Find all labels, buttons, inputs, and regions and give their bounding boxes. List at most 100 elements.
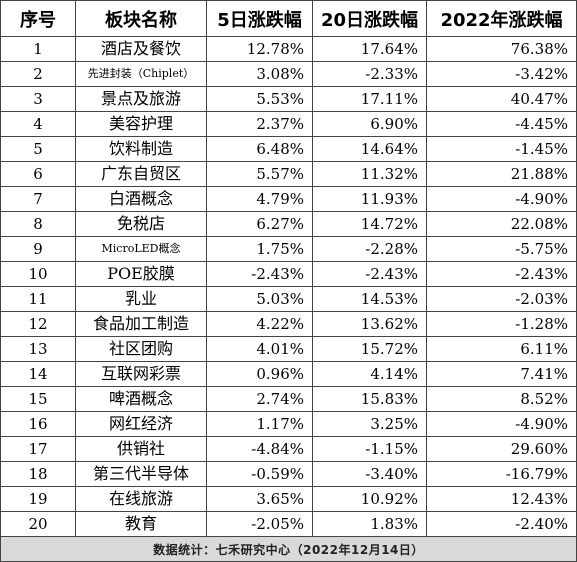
change-5day: 5.53% [206,86,313,112]
data-source-note: 数据统计：七禾研究中心（2022年12月14日） [0,536,577,562]
change-20day: 11.32% [312,161,427,187]
row-index: 15 [0,386,76,412]
table-row: 4 美容护理 2.37% 6.90% -4.45% [0,111,577,137]
change-2022: 22.08% [426,211,577,237]
sector-name: 先进封装（Chiplet） [75,61,207,87]
change-5day: 12.78% [206,36,313,62]
header-sector-name: 板块名称 [75,0,207,37]
sector-name: POE胶膜 [75,261,207,287]
change-2022: 29.60% [426,436,577,462]
row-index: 17 [0,436,76,462]
change-2022: -4.90% [426,411,577,437]
sector-name: 食品加工制造 [75,311,207,337]
header-2022-change: 2022年涨跌幅 [426,0,577,37]
change-5day: 4.22% [206,311,313,337]
row-index: 18 [0,461,76,487]
sector-name: 供销社 [75,436,207,462]
change-20day: 14.64% [312,136,427,162]
change-20day: 14.72% [312,211,427,237]
change-20day: 10.92% [312,486,427,512]
change-20day: -1.15% [312,436,427,462]
sector-name: 酒店及餐饮 [75,36,207,62]
row-index: 19 [0,486,76,512]
sector-name: 教育 [75,511,207,537]
table-row: 20 教育 -2.05% 1.83% -2.40% [0,511,577,537]
change-5day: 5.03% [206,286,313,312]
table-row: 17 供销社 -4.84% -1.15% 29.60% [0,436,577,462]
change-2022: -5.75% [426,236,577,262]
change-20day: 4.14% [312,361,427,387]
sector-name: 景点及旅游 [75,86,207,112]
table-row: 6 广东自贸区 5.57% 11.32% 21.88% [0,161,577,187]
change-2022: 12.43% [426,486,577,512]
sector-name: 美容护理 [75,111,207,137]
change-5day: -0.59% [206,461,313,487]
sector-name: 互联网彩票 [75,361,207,387]
sector-name: 白酒概念 [75,186,207,212]
change-5day: 1.75% [206,236,313,262]
sector-name: 社区团购 [75,336,207,362]
sector-name: 啤酒概念 [75,386,207,412]
change-20day: 6.90% [312,111,427,137]
change-2022: 6.11% [426,336,577,362]
row-index: 7 [0,186,76,212]
table-row: 7 白酒概念 4.79% 11.93% -4.90% [0,186,577,212]
change-5day: 3.65% [206,486,313,512]
change-20day: 3.25% [312,411,427,437]
change-5day: 1.17% [206,411,313,437]
sector-name: 第三代半导体 [75,461,207,487]
change-2022: 8.52% [426,386,577,412]
change-5day: 4.01% [206,336,313,362]
header-row: 序号 板块名称 5日涨跌幅 20日涨跌幅 2022年涨跌幅 [0,0,577,37]
sector-name: 广东自贸区 [75,161,207,187]
change-5day: 6.48% [206,136,313,162]
change-5day: 2.74% [206,386,313,412]
row-index: 8 [0,211,76,237]
change-2022: 21.88% [426,161,577,187]
table-row: 14 互联网彩票 0.96% 4.14% 7.41% [0,361,577,387]
change-2022: 40.47% [426,86,577,112]
row-index: 2 [0,61,76,87]
change-20day: 15.83% [312,386,427,412]
change-2022: 7.41% [426,361,577,387]
footer-row: 数据统计：七禾研究中心（2022年12月14日） [0,536,577,562]
row-index: 6 [0,161,76,187]
table-row: 18 第三代半导体 -0.59% -3.40% -16.79% [0,461,577,487]
change-2022: -4.90% [426,186,577,212]
row-index: 16 [0,411,76,437]
change-20day: 15.72% [312,336,427,362]
change-5day: 2.37% [206,111,313,137]
row-index: 20 [0,511,76,537]
sector-name: MicroLED概念 [75,236,207,262]
change-2022: -16.79% [426,461,577,487]
change-20day: 17.64% [312,36,427,62]
change-20day: 17.11% [312,86,427,112]
table-row: 8 免税店 6.27% 14.72% 22.08% [0,211,577,237]
change-20day: -3.40% [312,461,427,487]
header-index: 序号 [0,0,76,37]
header-5day-change: 5日涨跌幅 [206,0,313,37]
row-index: 9 [0,236,76,262]
change-5day: -2.05% [206,511,313,537]
sector-name: 网红经济 [75,411,207,437]
table-row: 15 啤酒概念 2.74% 15.83% 8.52% [0,386,577,412]
table-row: 11 乳业 5.03% 14.53% -2.03% [0,286,577,312]
table-row: 16 网红经济 1.17% 3.25% -4.90% [0,411,577,437]
table-row: 2 先进封装（Chiplet） 3.08% -2.33% -3.42% [0,61,577,87]
row-index: 5 [0,136,76,162]
change-20day: 11.93% [312,186,427,212]
table-row: 5 饮料制造 6.48% 14.64% -1.45% [0,136,577,162]
change-5day: 6.27% [206,211,313,237]
table-row: 12 食品加工制造 4.22% 13.62% -1.28% [0,311,577,337]
row-index: 12 [0,311,76,337]
change-20day: 14.53% [312,286,427,312]
change-2022: -2.40% [426,511,577,537]
change-5day: -2.43% [206,261,313,287]
row-index: 3 [0,86,76,112]
change-2022: 76.38% [426,36,577,62]
table-row: 1 酒店及餐饮 12.78% 17.64% 76.38% [0,36,577,62]
change-2022: -1.28% [426,311,577,337]
change-2022: -1.45% [426,136,577,162]
